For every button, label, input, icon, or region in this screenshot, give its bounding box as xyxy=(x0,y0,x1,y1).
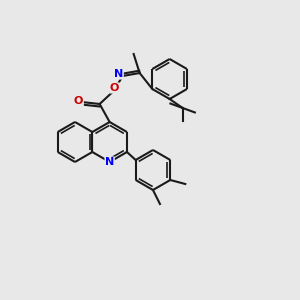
Text: N: N xyxy=(114,69,123,79)
Text: O: O xyxy=(74,96,83,106)
Text: N: N xyxy=(105,157,114,167)
Text: O: O xyxy=(110,83,119,93)
